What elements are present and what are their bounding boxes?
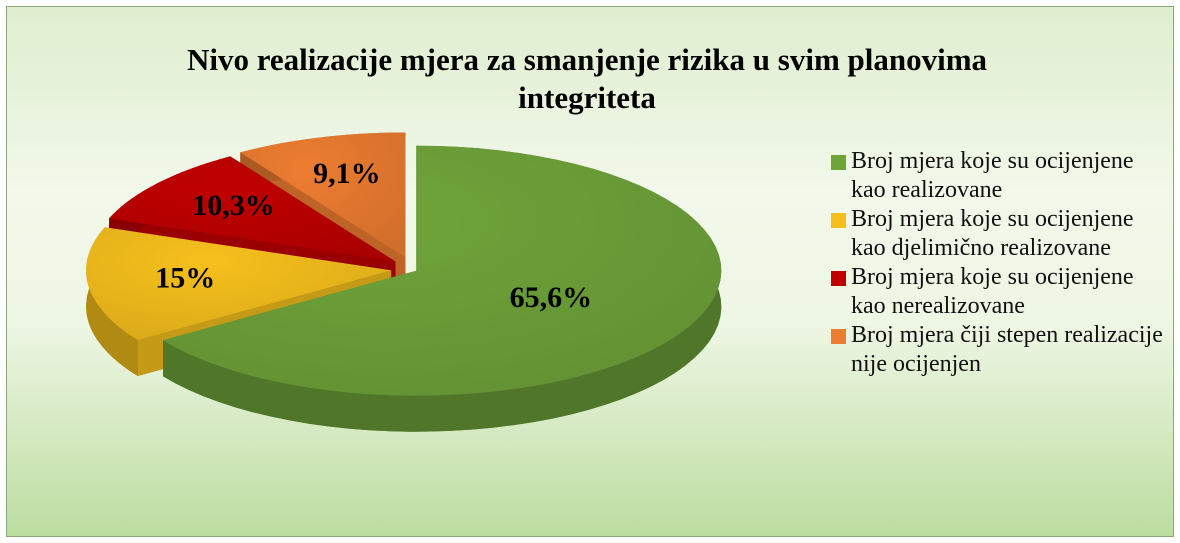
value-labels: 65,6% 15% 10,3% 9,1% — [155, 157, 592, 314]
pie-slice — [86, 227, 392, 340]
legend-swatch — [831, 213, 846, 228]
legend-item: Broj mjera koje su ocijenjene kao nereal… — [827, 263, 1172, 321]
legend-item: Broj mjera koje su ocijenjene kao djelim… — [827, 205, 1172, 263]
data-label: 10,3% — [192, 189, 275, 222]
legend-item: Broj mjera čiji stepen realizacije nije … — [827, 321, 1172, 379]
data-label: 65,6% — [510, 281, 593, 314]
legend-swatch — [831, 329, 846, 344]
pie-slice — [163, 145, 722, 396]
legend-swatch — [831, 155, 846, 170]
chart-area: 65,6% 15% 10,3% 9,1% Nivo realizacije mjera… — [6, 6, 1174, 537]
legend-label: Broj mjera koje su ocijenjene kao nereal… — [851, 264, 1134, 319]
data-label: 15% — [155, 261, 215, 294]
pie-tops — [86, 132, 722, 396]
legend-label: Broj mjera koje su ocijenjene kao djelim… — [851, 206, 1134, 261]
legend-label: Broj mjera čiji stepen realizacije nije … — [851, 322, 1163, 377]
chart-title: Nivo realizacije mjera za smanjenje rizi… — [186, 42, 988, 115]
chart: 65,6% 15% 10,3% 9,1% — [86, 132, 722, 432]
pie-slice — [109, 156, 396, 262]
legend-swatch — [831, 271, 846, 286]
legend-item: Broj mjera koje su ocijenjene kao realiz… — [827, 147, 1172, 205]
legend: Broj mjera koje su ocijenjene kao realiz… — [827, 147, 1172, 379]
pie-slice — [240, 132, 406, 258]
legend-label: Broj mjera koje su ocijenjene kao realiz… — [851, 148, 1134, 203]
data-label: 9,1% — [313, 157, 381, 190]
